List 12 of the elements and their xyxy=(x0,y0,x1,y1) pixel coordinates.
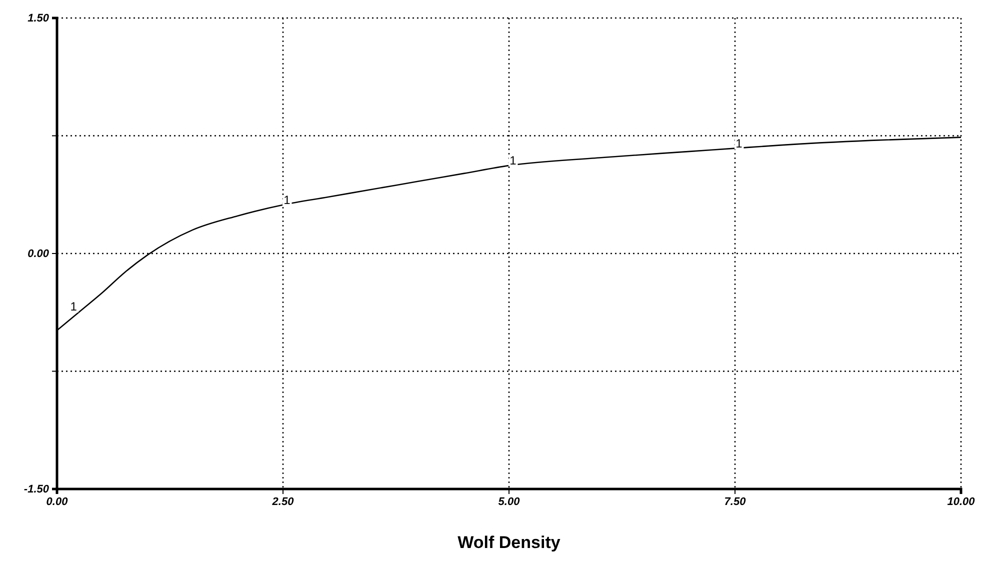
x-axis-title: Wolf Density xyxy=(458,533,561,552)
y-tick-label: 0.00 xyxy=(28,248,50,260)
text: 1 xyxy=(510,154,516,168)
x-tick-label: 2.50 xyxy=(271,496,295,508)
y-tick-label: 1.50 xyxy=(28,12,50,25)
x-tick-label: 5.00 xyxy=(498,496,521,508)
text: 1 xyxy=(736,136,742,150)
x-tick-label: 0.00 xyxy=(46,496,69,508)
y-tick-label: -1.50 xyxy=(24,484,50,496)
x-tick-label: 10.00 xyxy=(947,496,976,508)
series-label: 1 xyxy=(70,300,78,314)
x-tick-label: 7.50 xyxy=(724,496,747,508)
